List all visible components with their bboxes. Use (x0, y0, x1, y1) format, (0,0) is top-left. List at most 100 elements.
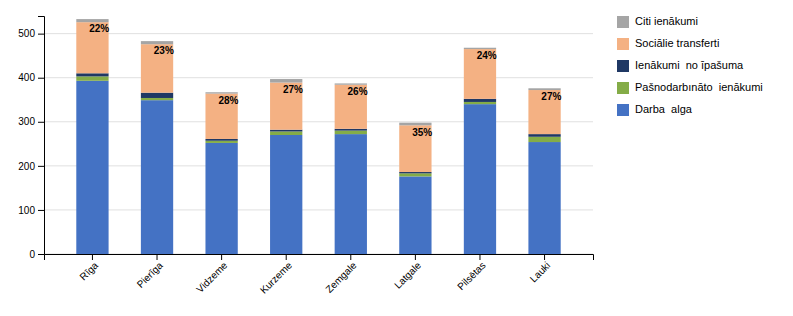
y-tick: 500 (18, 28, 44, 39)
x-tick: Vidzeme (194, 254, 229, 295)
legend-item: Darba alga (617, 103, 693, 116)
x-tick-label: Zemgale (323, 259, 359, 295)
x-tick-label: Vidzeme (194, 259, 229, 294)
y-tick-mark (38, 166, 44, 167)
y-tick-label: 500 (18, 28, 35, 39)
bar (528, 134, 560, 137)
y-tick-mark (38, 34, 44, 35)
x-tick-mark (350, 254, 351, 260)
legend-swatch (617, 60, 629, 72)
y-tick-mark (38, 254, 44, 255)
chart: 0 100 200 300 400 500 Rīga Pierīga Vidzeme Kurzem… (0, 0, 793, 316)
bar (270, 135, 302, 254)
bar (335, 129, 367, 131)
grid (44, 34, 593, 254)
bar (76, 73, 108, 76)
bar (399, 123, 431, 126)
y-tick-label: 0 (29, 249, 35, 260)
bar (399, 125, 431, 172)
x-tick: Zemgale (323, 254, 359, 295)
annotation: 27% (541, 91, 561, 102)
x-tick: Lauki (528, 254, 553, 284)
y-tick: 200 (18, 161, 44, 172)
grid-line (44, 77, 593, 78)
y-tick-mark (38, 210, 44, 211)
bar (76, 81, 108, 254)
x-tick: Kurzeme (258, 254, 294, 296)
legend-label: Sociālie transferti (635, 37, 719, 49)
legend-swatch (617, 16, 629, 28)
y-tick-label: 400 (18, 72, 35, 83)
bar (205, 139, 237, 141)
grid-line (44, 33, 593, 34)
y-tick-label: 100 (18, 205, 35, 216)
legend-item: Pašnodarbınāto ienākumi (617, 81, 763, 94)
bar (141, 41, 173, 44)
x-tick-label: Rīga (78, 259, 101, 282)
x-tick: Pilsētas (455, 254, 488, 292)
bar (270, 130, 302, 132)
bar (270, 83, 302, 130)
x-tick-mark (92, 254, 93, 260)
annotation: 27% (283, 84, 303, 95)
x-tick-mark (544, 254, 545, 260)
bar (141, 100, 173, 254)
legend-swatch (617, 104, 629, 116)
y-tick: 400 (18, 72, 44, 83)
y-axis-line (38, 17, 45, 255)
bar (528, 90, 560, 134)
x-tick-mark (415, 254, 416, 260)
bar (141, 93, 173, 98)
y-axis: 0 100 200 300 400 500 (18, 17, 44, 260)
annotation: 23% (154, 45, 174, 56)
annotation: 28% (218, 95, 238, 106)
bar (528, 137, 560, 142)
x-tick-label: Latgale (392, 259, 423, 290)
legend-label: Citi ienākumi (635, 15, 698, 27)
annotation: 22% (89, 23, 109, 34)
x-tick-label: Kurzeme (258, 259, 294, 295)
bar (205, 94, 237, 139)
y-tick: 300 (18, 116, 44, 127)
bar (399, 173, 431, 176)
legend-swatch (617, 38, 629, 50)
legend-item: Citi ienākumi (617, 15, 698, 28)
bar (399, 172, 431, 173)
x-tick-label: Lauki (528, 260, 553, 285)
plot: 0 100 200 300 400 500 Rīga Pierīga Vidzeme Kurzem… (18, 17, 593, 296)
x-tick: Rīga (78, 254, 101, 282)
bar (464, 49, 496, 99)
bar (335, 131, 367, 135)
x-axis-line (45, 255, 594, 261)
bar (399, 176, 431, 254)
bar-series (76, 19, 560, 125)
bar (141, 98, 173, 100)
bar (205, 143, 237, 254)
legend-item: Ienākumi no īpašuma (617, 59, 744, 72)
x-tick: Pierīga (135, 254, 165, 290)
bar (464, 48, 496, 49)
y-tick-mark (38, 78, 44, 79)
bar (335, 83, 367, 84)
x-tick-mark (479, 254, 480, 260)
annotation: 26% (348, 86, 368, 97)
annotation: 24% (477, 50, 497, 61)
bar (528, 88, 560, 90)
grid-line (44, 165, 593, 166)
bar (76, 76, 108, 80)
bar (335, 85, 367, 129)
x-tick-mark (157, 254, 158, 260)
bar (205, 92, 237, 93)
x-tick-mark (286, 254, 287, 260)
legend-item: Sociālie transferti (617, 37, 719, 50)
bar-series (76, 81, 560, 254)
bar (141, 44, 173, 92)
grid-line (44, 121, 593, 122)
bar (464, 102, 496, 104)
bar (335, 134, 367, 254)
bar (76, 19, 108, 22)
bar (205, 141, 237, 143)
bar (270, 131, 302, 135)
legend-label: Darba alga (635, 103, 693, 115)
y-tick: 0 (29, 249, 44, 260)
